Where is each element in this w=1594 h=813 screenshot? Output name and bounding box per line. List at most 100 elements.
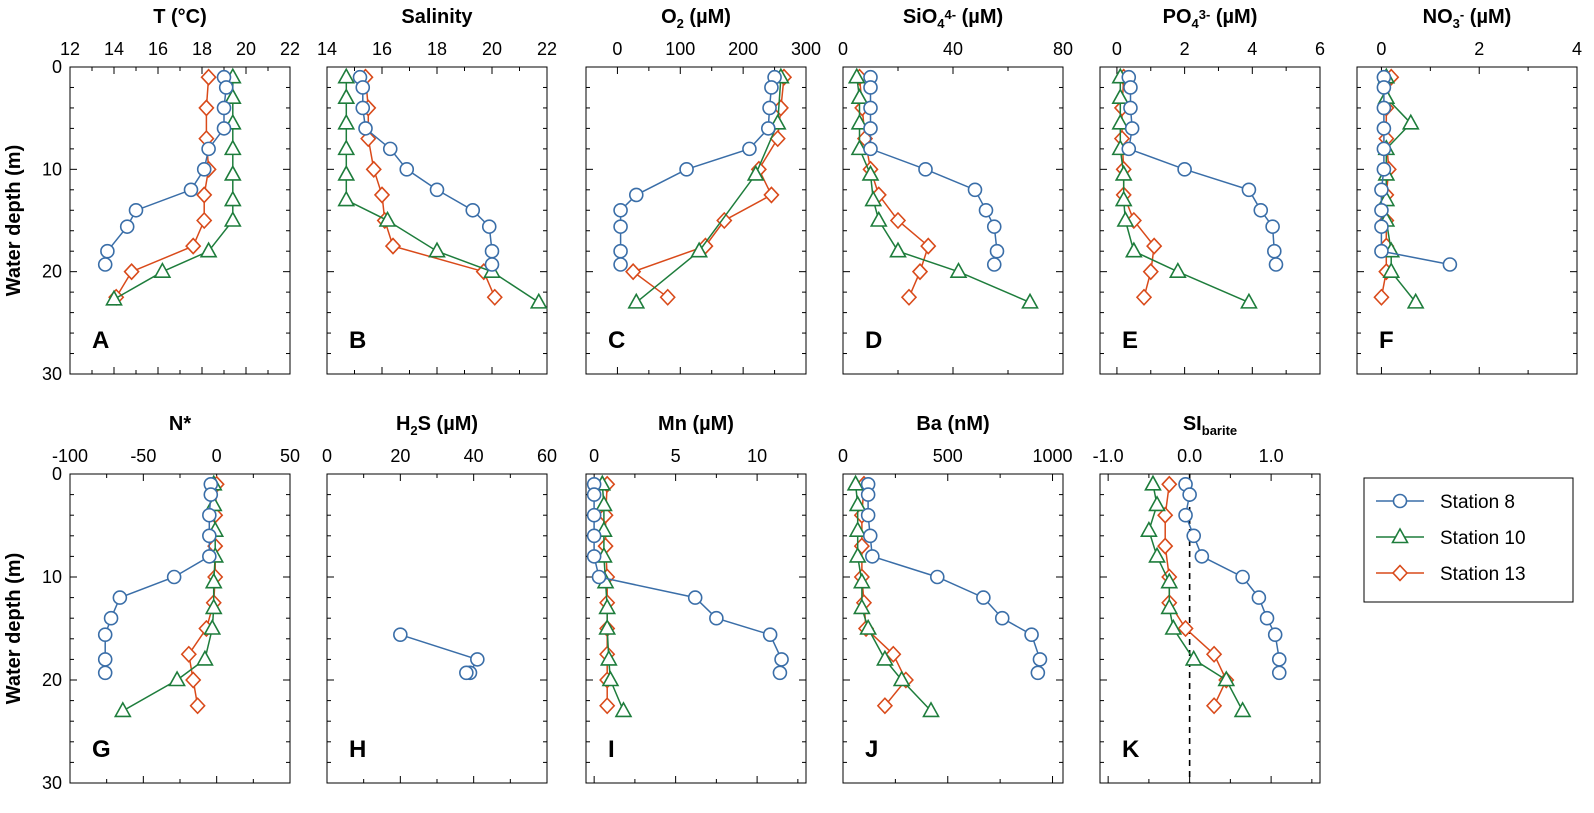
x-tick-label: 0	[838, 446, 848, 466]
data-point-diamond	[185, 671, 202, 689]
panel-letter: J	[865, 736, 878, 763]
data-point-triangle	[1114, 164, 1133, 181]
series-line	[635, 77, 782, 303]
data-point-triangle	[337, 164, 356, 181]
data-point-circle	[865, 549, 880, 564]
series-line	[1127, 77, 1277, 265]
data-point-triangle	[601, 670, 620, 687]
series-line	[113, 77, 234, 300]
data-point-triangle	[1240, 292, 1258, 309]
data-point-diamond	[885, 645, 902, 663]
panel-title: Ba (nM)	[916, 413, 989, 435]
data-point-triangle	[848, 521, 867, 537]
series-station-10	[846, 474, 940, 718]
y-axis-label: Water depth (m)	[3, 145, 25, 296]
series-station-10	[1140, 474, 1252, 718]
data-point-circle	[687, 590, 703, 605]
data-point-triangle	[337, 190, 356, 207]
panel-frame	[842, 473, 1064, 784]
data-point-triangle	[337, 113, 356, 130]
data-point-triangle	[850, 113, 869, 130]
data-point-circle	[119, 219, 135, 234]
legend-entry: Station 13	[1376, 564, 1526, 585]
panel-K: -1.0 0.0 1.0 SIbarite K	[1093, 413, 1321, 784]
series-line	[1148, 484, 1244, 712]
data-point-diamond	[200, 68, 217, 86]
data-point-circle	[1271, 652, 1287, 667]
panel-letter: E	[1122, 327, 1138, 354]
data-point-circle	[1186, 528, 1202, 544]
data-point-triangle	[378, 210, 397, 227]
data-point-circle	[183, 182, 199, 198]
data-point-diamond	[876, 697, 893, 715]
panel-letter: A	[92, 327, 109, 354]
x-tick-label: 18	[427, 39, 447, 59]
data-point-circle	[613, 243, 628, 259]
data-point-triangle	[105, 289, 123, 306]
data-point-circle	[591, 569, 607, 585]
data-point-circle	[1392, 493, 1408, 509]
x-tick-label: 0	[1112, 39, 1122, 59]
data-point-diamond	[1205, 697, 1223, 715]
data-point-diamond	[185, 237, 202, 255]
data-point-diamond	[1146, 237, 1163, 255]
data-point-circle	[1030, 665, 1046, 681]
data-point-circle	[586, 549, 602, 564]
data-point-circle	[103, 610, 119, 626]
data-point-diamond	[365, 160, 382, 179]
x-tick-label: 16	[372, 39, 392, 59]
data-point-diamond	[659, 288, 676, 306]
series-line	[854, 484, 932, 712]
data-point-triangle	[949, 262, 968, 278]
data-point-triangle	[1164, 618, 1183, 635]
data-point-circle	[470, 652, 485, 667]
data-point-circle	[764, 80, 779, 95]
data-point-triangle	[223, 190, 242, 207]
data-point-circle	[586, 487, 602, 502]
data-point-triangle	[852, 572, 871, 589]
data-point-diamond	[920, 237, 937, 255]
data-point-circle	[1265, 219, 1280, 234]
data-point-diamond	[889, 211, 907, 230]
legend-entry: Station 8	[1376, 492, 1515, 513]
data-point-diamond	[123, 262, 140, 281]
data-point-triangle	[892, 670, 911, 687]
data-point-triangle	[1406, 292, 1425, 309]
data-point-circle	[1376, 162, 1392, 177]
x-tick-label: 5	[671, 446, 681, 466]
data-point-circle	[1268, 257, 1284, 272]
data-point-circle	[97, 665, 113, 681]
data-point-diamond	[716, 211, 733, 230]
x-tick-label: 20	[236, 39, 256, 59]
series-line	[593, 484, 783, 673]
x-tick-label: 60	[537, 446, 557, 466]
panel-title: SIbarite	[1183, 413, 1237, 438]
data-point-diamond	[1391, 564, 1409, 582]
data-point-triangle	[876, 649, 894, 666]
series-station-8	[393, 627, 485, 681]
x-tick-label: 500	[933, 446, 963, 466]
data-point-circle	[679, 162, 694, 177]
data-point-triangle	[1124, 241, 1143, 258]
panel-frame	[1099, 66, 1321, 375]
data-point-circle	[216, 121, 232, 136]
data-point-circle	[863, 121, 878, 136]
data-point-triangle	[861, 164, 880, 181]
data-point-diamond	[1177, 619, 1194, 638]
data-point-circle	[613, 257, 628, 272]
x-tick-label: 0	[212, 446, 222, 466]
data-point-triangle	[1144, 474, 1162, 491]
data-point-triangle	[922, 701, 940, 718]
data-point-triangle	[153, 262, 172, 278]
x-tick-label: 10	[747, 446, 767, 466]
data-point-diamond	[599, 697, 616, 715]
data-point-triangle	[850, 88, 869, 104]
data-point-diamond	[763, 186, 780, 204]
x-tick-label: 22	[537, 39, 557, 59]
data-point-circle	[1376, 121, 1392, 136]
data-point-diamond	[373, 186, 391, 204]
data-point-circle	[1182, 487, 1197, 502]
x-tick-label: 2	[1474, 39, 1484, 59]
data-point-circle	[355, 100, 371, 116]
data-point-circle	[772, 665, 788, 681]
